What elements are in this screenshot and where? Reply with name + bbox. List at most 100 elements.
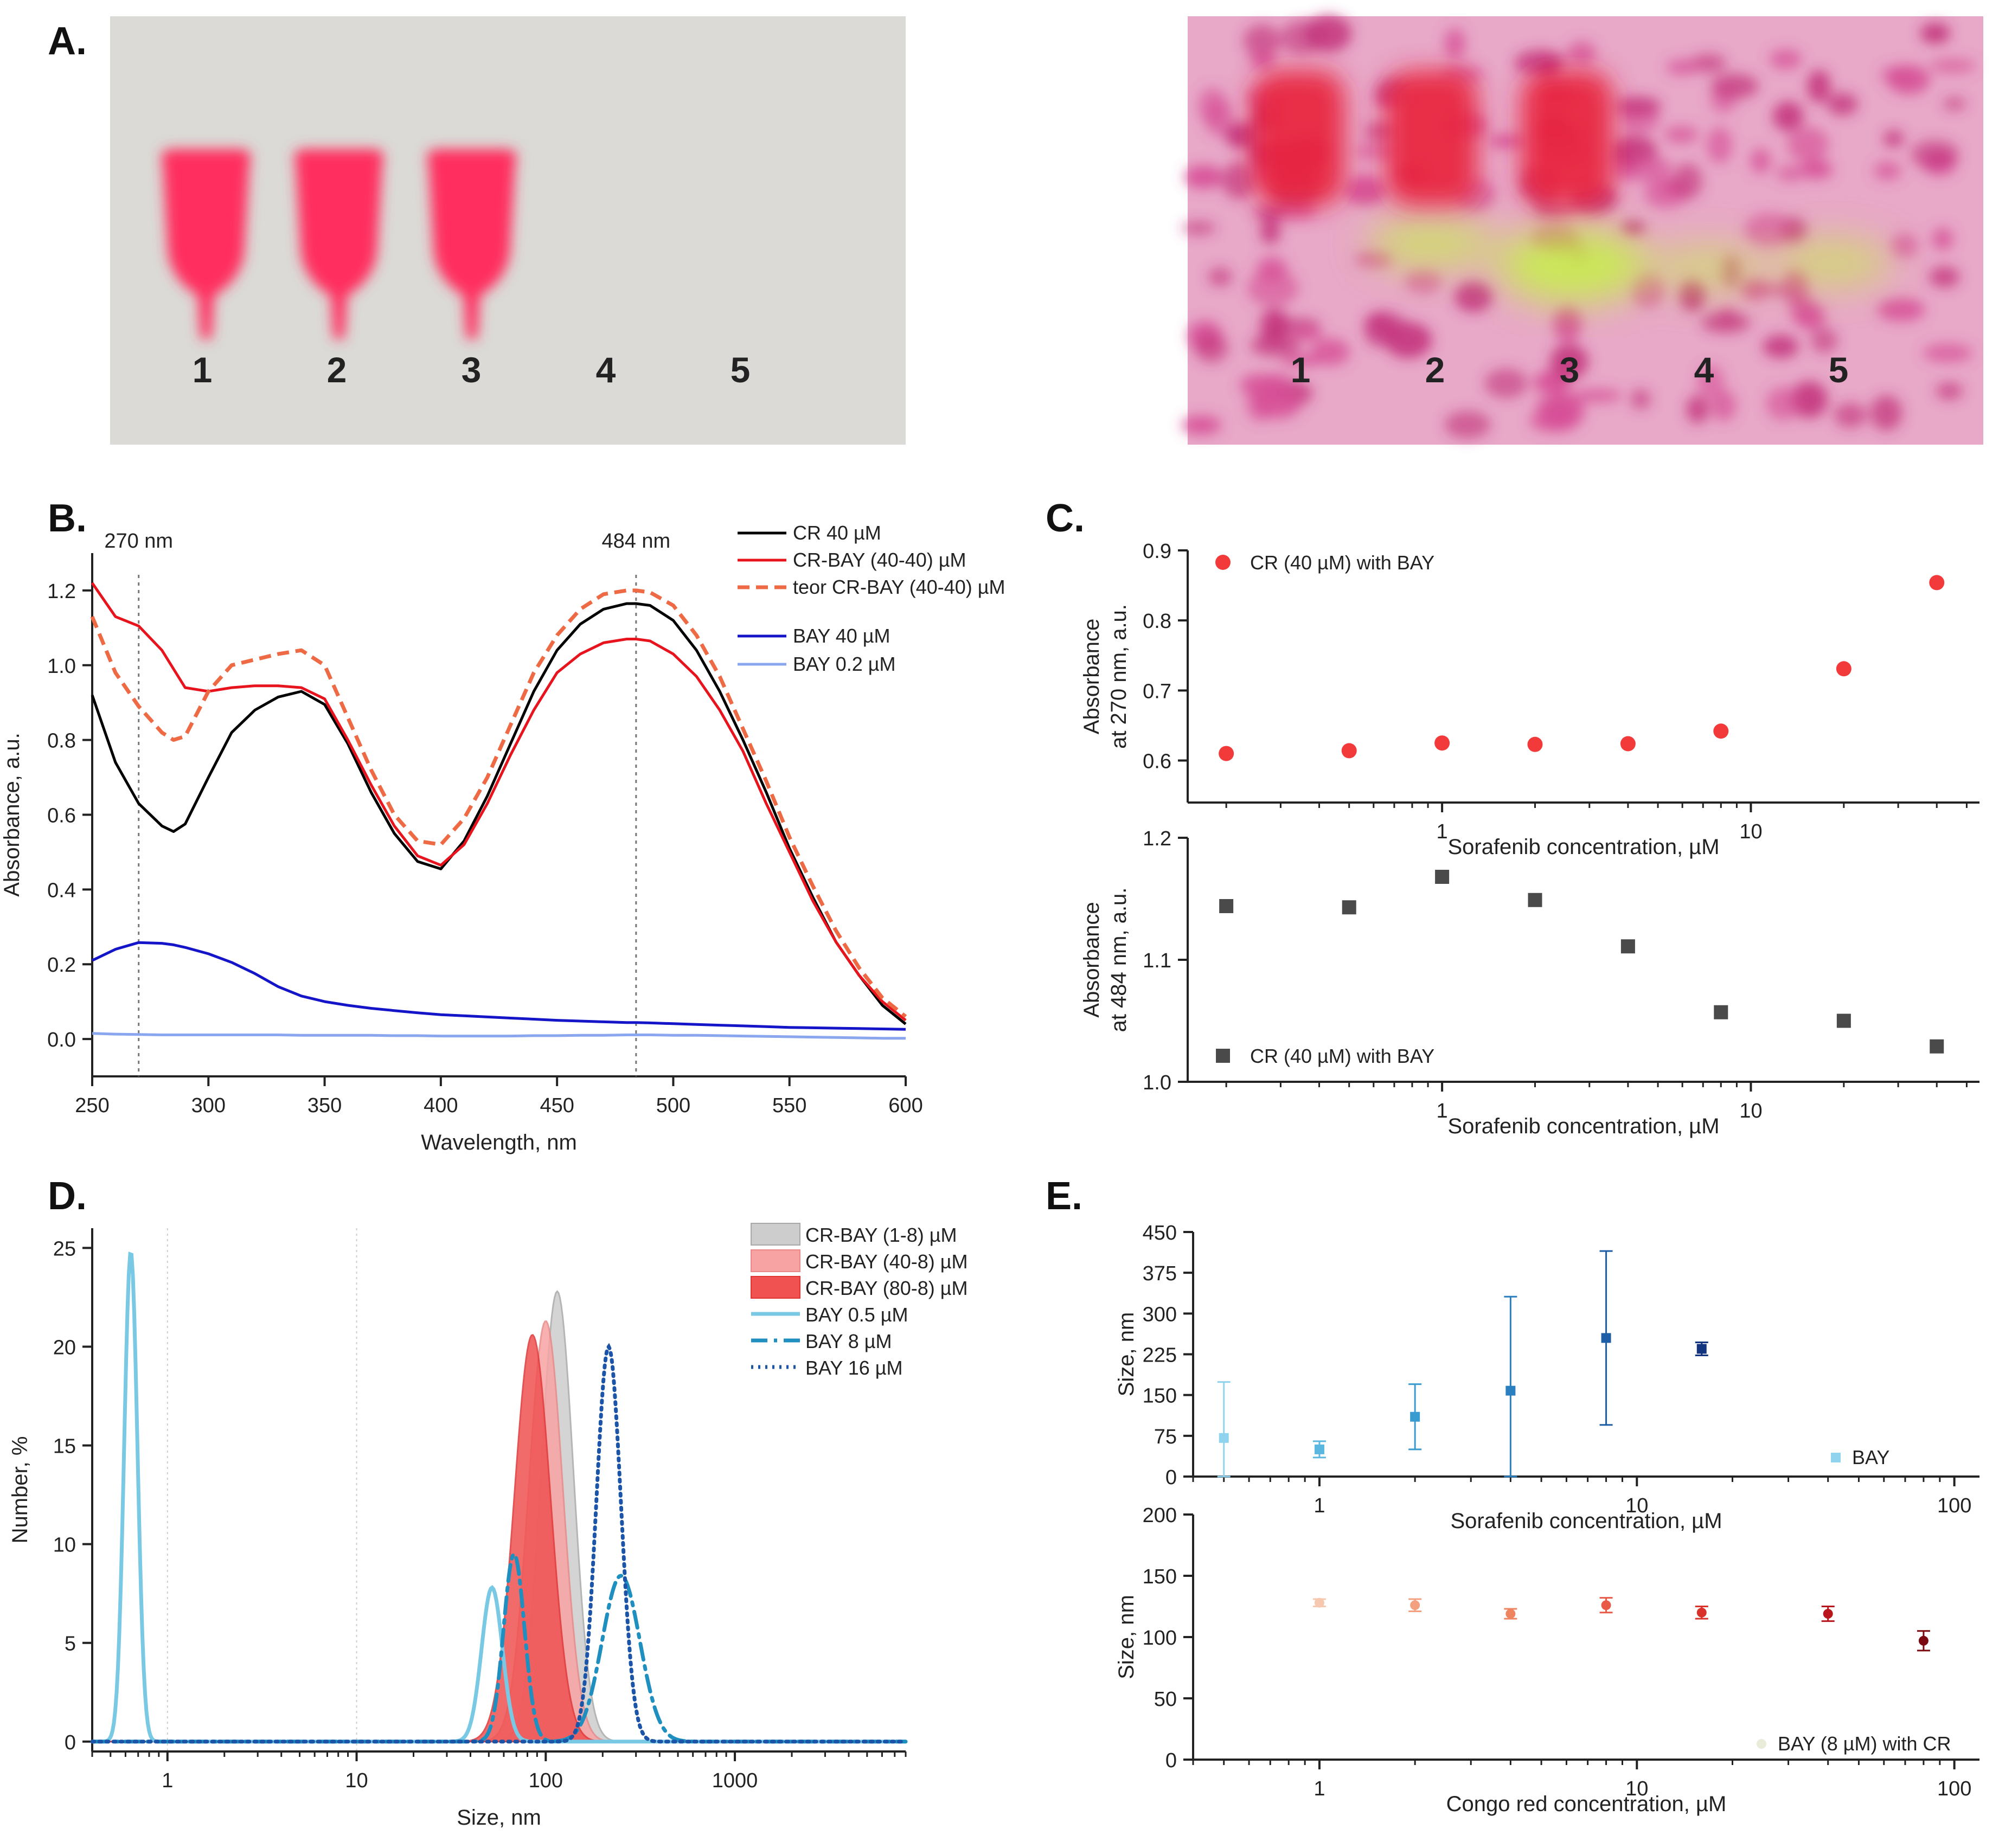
legend-swatch <box>1757 1739 1766 1749</box>
x-tick-label: 1000 <box>712 1769 758 1792</box>
legend-label: BAY 16 µM <box>805 1357 903 1379</box>
data-point <box>1505 1385 1516 1396</box>
y-axis-label: Size, nm <box>1114 1595 1138 1679</box>
y-tick-label: 25 <box>53 1237 76 1260</box>
x-tick-label: 1 <box>162 1769 173 1792</box>
data-point <box>1410 1600 1420 1610</box>
distribution-area <box>91 1334 907 1743</box>
data-point <box>1714 1005 1728 1019</box>
spot-shape <box>161 149 251 339</box>
legend-label: CR-BAY (1-8) µM <box>805 1224 957 1246</box>
y-tick-label: 0.4 <box>47 879 76 902</box>
legend-label: CR 40 µM <box>793 522 881 544</box>
y-tick-label: 1.1 <box>1143 949 1171 972</box>
size-distribution-chart: 0 5 10 15 20 25 1 10 100 1000 Size, nm Number, % CR-… <box>8 1223 968 1830</box>
tlc-spot <box>161 149 251 339</box>
x-axis-label: Congo red concentration, µM <box>1446 1792 1727 1816</box>
stain-blob <box>1630 389 1651 409</box>
stain-blob <box>1405 268 1442 294</box>
x-tick-label: 300 <box>191 1094 226 1117</box>
x-tick-label: 600 <box>888 1094 922 1117</box>
lane-number: 4 <box>1694 350 1714 390</box>
y-axis-label-line: at 484 nm, a.u. <box>1107 888 1131 1032</box>
data-point <box>1528 893 1542 907</box>
x-tick-label: 250 <box>75 1094 109 1117</box>
data-point <box>1601 1333 1611 1343</box>
spot-shape <box>294 149 384 339</box>
x-tick-label: 10 <box>1739 820 1762 843</box>
glow <box>1773 239 1893 287</box>
panel-label-a: A. <box>48 20 87 63</box>
stain-blob <box>1225 123 1261 149</box>
stain-blob <box>1772 101 1804 132</box>
legend-label: BAY 40 µM <box>793 625 890 647</box>
data-point <box>1505 1609 1516 1619</box>
stain-blob <box>1873 161 1901 181</box>
stain-blob <box>1624 156 1673 183</box>
data-point <box>1527 736 1543 752</box>
y-tick-label: 150 <box>1143 1385 1177 1408</box>
y-tick-label: 375 <box>1143 1262 1177 1285</box>
fluorescent-zone <box>1367 220 1893 304</box>
lane-number: 5 <box>1829 350 1849 390</box>
data-point <box>1219 746 1234 761</box>
stain-blob <box>1455 281 1493 312</box>
lane-number: 1 <box>1291 350 1311 390</box>
stain-blob <box>1204 100 1233 136</box>
y-tick-label: 225 <box>1143 1344 1177 1367</box>
x-tick-label: 10 <box>1739 1100 1762 1122</box>
y-tick-label: 0.9 <box>1143 540 1171 563</box>
y-tick-label: 0.7 <box>1143 680 1171 703</box>
y-axis-label: Absorbance at 484 nm, a.u. <box>1080 888 1131 1032</box>
y-tick-label: 50 <box>1154 1688 1177 1711</box>
spot-shape <box>1253 70 1345 206</box>
stain-blob <box>1488 134 1527 148</box>
stain-blob <box>1250 333 1300 357</box>
stain-blob <box>1260 217 1281 245</box>
stain-blob <box>1744 213 1795 247</box>
y-tick-label: 150 <box>1143 1565 1177 1588</box>
stain-blob <box>1181 221 1216 235</box>
y-axis-label-line: Size, nm <box>1114 1312 1138 1397</box>
panel-label-c: C. <box>1046 497 1085 540</box>
absorbance-spectra-chart: 0.0 0.2 0.4 0.6 0.8 1.0 1.2 250 300 350 400 450 500 5… <box>0 522 1005 1154</box>
y-axis-label: Absorbance at 270 nm, a.u. <box>1080 604 1131 749</box>
data-point <box>1410 1411 1420 1422</box>
stain-blob <box>1247 270 1299 306</box>
legend-label: BAY 0.2 µM <box>793 653 896 675</box>
spot-shape <box>427 149 517 339</box>
stain-blob <box>1942 97 1966 111</box>
x-tick-label: 10 <box>1625 1778 1648 1800</box>
stain-blob <box>1923 344 1973 363</box>
y-axis-label-line: Absorbance, a.u. <box>0 733 24 896</box>
y-tick-label: 75 <box>1154 1426 1177 1448</box>
data-point <box>1836 661 1851 677</box>
stain-blob <box>1344 175 1387 206</box>
y-tick-label: 15 <box>53 1435 76 1458</box>
stain-blob <box>1254 386 1302 419</box>
tlc-plate-photo-left: 1 2 3 4 5 <box>110 16 906 445</box>
stain-blob <box>1208 267 1233 287</box>
stain-blob <box>1766 387 1801 421</box>
stain-blob <box>1664 126 1699 144</box>
stain-blob <box>1620 221 1646 235</box>
lane-number: 2 <box>1425 350 1445 390</box>
stain-blob <box>1710 73 1759 99</box>
y-tick-label: 1.0 <box>1143 1071 1171 1094</box>
stain-blob <box>1763 335 1799 358</box>
x-tick-label: 1 <box>1314 1494 1325 1517</box>
stain-blob <box>1929 58 1976 73</box>
stain-blob <box>1750 148 1771 174</box>
x-tick-label: 400 <box>424 1094 458 1117</box>
x-tick-label: 100 <box>1937 1494 1971 1517</box>
x-tick-label: 1 <box>1437 1100 1448 1122</box>
data-point <box>1929 575 1945 591</box>
data-point <box>1434 735 1450 751</box>
size-vs-congo-red-chart: 0 50 100 150 200 1 10 100 Congo red concentratio… <box>1114 1504 1979 1816</box>
y-tick-label: 0.8 <box>1143 610 1171 633</box>
stain-blob <box>1250 49 1276 70</box>
size-vs-sorafenib-chart: 0 75 150 225 300 375 450 1 10 100 Sorafenib concen… <box>1114 1222 1979 1533</box>
series-line <box>91 941 906 1031</box>
stain-blob <box>1769 49 1802 69</box>
